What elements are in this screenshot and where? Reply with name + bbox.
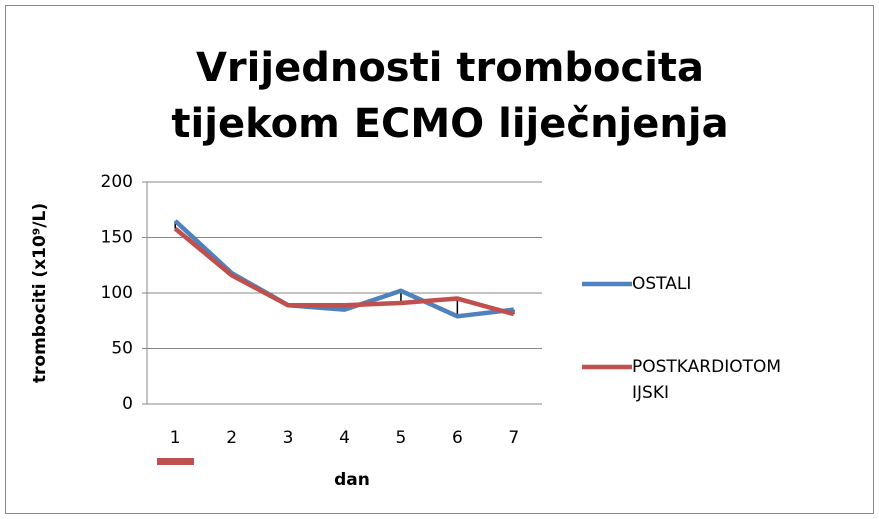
legend-label: POSTKARDIOTOMIJSKI: [632, 357, 782, 403]
x-tick-label: 5: [396, 428, 407, 448]
y-tick-label: 100: [101, 283, 133, 303]
x-tick-label: 6: [452, 428, 463, 448]
y-tick-label: 200: [101, 172, 133, 192]
x-tick-label: 1: [170, 428, 181, 448]
x-tick-label: 3: [283, 428, 294, 448]
x-axis-label: dan: [334, 470, 370, 490]
chart-title: Vrijednosti trombocita tijekom ECMO lije…: [171, 45, 729, 147]
chart-frame: [5, 5, 874, 514]
series-line: [173, 226, 515, 317]
y-tick-label: 50: [111, 339, 133, 359]
legend-label: OSTALI: [632, 274, 692, 294]
x-tick-label: 7: [508, 428, 519, 448]
stray-legend-key: [157, 458, 194, 465]
y-axis-label: trombociti (x10⁹/L): [30, 203, 50, 383]
y-tick-label: 150: [101, 228, 133, 248]
x-tick-label: 2: [226, 428, 237, 448]
x-tick-label: 4: [339, 428, 350, 448]
y-tick-label: 0: [122, 394, 133, 414]
